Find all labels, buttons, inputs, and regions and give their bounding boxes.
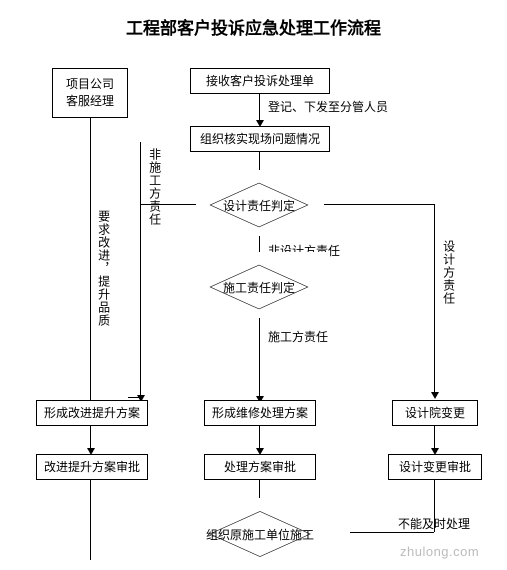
node-improve-approval: 改进提升方案审批 — [36, 454, 148, 480]
label: 组织核实现场问题情况 — [200, 131, 320, 148]
arrowhead — [431, 392, 439, 399]
node-role-label: 项目公司客服经理 — [66, 76, 114, 110]
label: 处理方案审批 — [224, 459, 296, 476]
decision-construction: 施工责任判定 — [189, 252, 329, 322]
label: 施工责任判定 — [189, 252, 329, 322]
edge — [90, 118, 91, 400]
edge-label-construction: 施工方责任 — [268, 328, 328, 345]
node-repair-approval: 处理方案审批 — [204, 454, 316, 480]
label: 设计责任判定 — [189, 170, 329, 240]
label: 组织原施工单位施工 — [170, 498, 350, 570]
edge — [90, 426, 91, 450]
watermark: zhulong.com — [400, 544, 479, 559]
node-repair-plan: 形成维修处理方案 — [204, 400, 316, 426]
edge-label-register: 登记、下发至分管人员 — [268, 98, 388, 115]
node-design-approval: 设计变更审批 — [388, 454, 482, 480]
label: 设计院变更 — [405, 405, 465, 422]
edge — [259, 426, 260, 450]
node-design-change: 设计院变更 — [392, 400, 478, 426]
edge — [434, 426, 435, 450]
flowchart-canvas: 项目公司客服经理 接收客户投诉处理单 登记、下发至分管人员 组织核实现场问题情况… — [0, 40, 507, 560]
edge — [140, 142, 141, 397]
edge — [128, 397, 140, 398]
decision-organize: 组织原施工单位施工 — [170, 498, 350, 570]
label: 接收客户投诉处理单 — [206, 73, 314, 90]
node-verify: 组织核实现场问题情况 — [190, 126, 330, 152]
edge-label-non-construction: 非施工方责任 — [146, 148, 162, 226]
decision-design: 设计责任判定 — [189, 170, 329, 240]
label: 设计变更审批 — [399, 459, 471, 476]
node-receive: 接收客户投诉处理单 — [190, 68, 330, 94]
label: 形成维修处理方案 — [212, 405, 308, 422]
edge — [259, 94, 260, 122]
edge-label-cannot-timely: 不能及时处理 — [398, 515, 470, 532]
edge — [434, 204, 435, 394]
edge — [90, 480, 91, 560]
edge-label-design: 设计方责任 — [440, 240, 456, 305]
label: 改进提升方案审批 — [44, 459, 140, 476]
label: 形成改进提升方案 — [44, 405, 140, 422]
node-role: 项目公司客服经理 — [52, 68, 128, 118]
node-improve-plan: 形成改进提升方案 — [36, 400, 148, 426]
edge — [324, 204, 434, 205]
edge-label-require-improve: 要求改进，提升品质 — [95, 210, 111, 327]
edge — [259, 318, 260, 398]
